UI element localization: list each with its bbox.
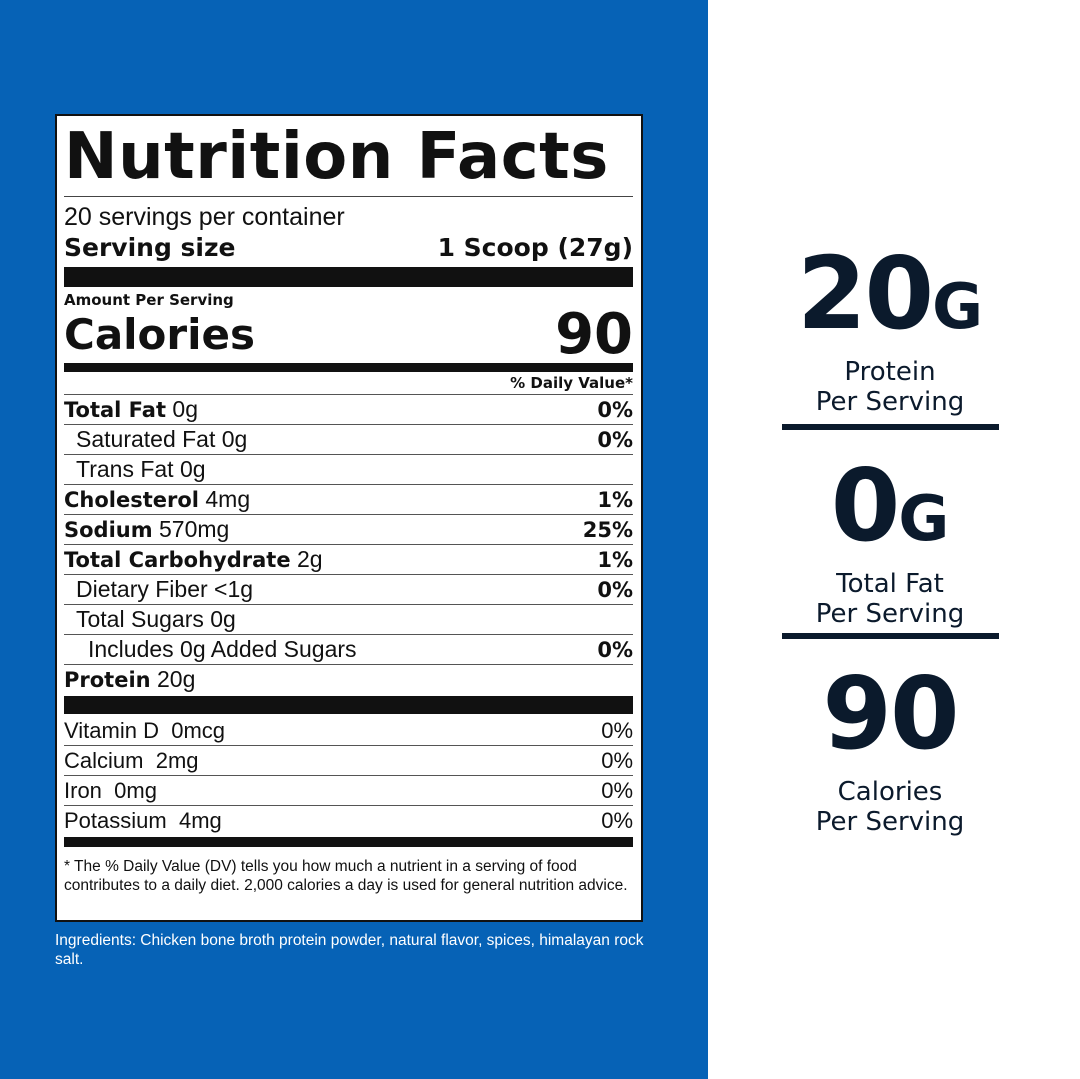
highlight-divider (782, 633, 999, 639)
nutrient-name: Total Sugars (76, 606, 204, 632)
vitamin-dv: 0% (601, 807, 633, 833)
highlight-caption-line1: Protein (844, 357, 936, 387)
nutrient-row-total-carbohydrate: Total Carbohydrate 2g 1% (64, 544, 633, 574)
nutrient-dv: 1% (597, 547, 633, 572)
nutrient-name: Saturated Fat (76, 426, 216, 452)
highlight-total-fat: 0G Total Fat Per Serving (780, 456, 1000, 630)
nutrient-name: Sodium (64, 518, 153, 542)
nutrient-row-sodium: Sodium 570mg 25% (64, 514, 633, 544)
medium-rule (64, 837, 633, 847)
nutrient-name: Cholesterol (64, 488, 199, 512)
nutrient-dv: 0% (597, 637, 633, 662)
highlight-unit: G (898, 482, 950, 555)
nutrient-amount: 20g (157, 666, 196, 692)
nutrient-row-saturated-fat: Saturated Fat 0g 0% (64, 424, 633, 454)
thick-rule (64, 267, 633, 287)
daily-value-footnote: * The % Daily Value (DV) tells you how m… (64, 858, 628, 894)
highlight-divider (782, 424, 999, 430)
daily-value-header: % Daily Value* (510, 374, 633, 392)
nutrient-row-protein: Protein 20g (64, 664, 633, 694)
nutrient-amount: 570mg (159, 516, 230, 542)
serving-size-value: 1 Scoop (27g) (437, 233, 633, 262)
highlight-value: 90 (822, 655, 959, 772)
vitamin-row-iron: Iron 0mg 0% (64, 775, 633, 805)
amount-per-serving: Amount Per Serving (64, 291, 234, 309)
label-title: Nutrition Facts (64, 120, 609, 194)
vitamin-dv: 0% (601, 777, 633, 803)
nutrient-name: Trans Fat (76, 456, 174, 482)
nutrient-dv: 1% (597, 487, 633, 512)
nutrient-amount: 0g (210, 606, 236, 632)
nutrient-name: Dietary Fiber (76, 576, 208, 602)
vitamin-name: Calcium (64, 747, 144, 773)
medium-rule (64, 363, 633, 372)
vitamin-dv: 0% (601, 747, 633, 773)
vitamin-amount: 0mcg (171, 717, 225, 743)
serving-size-row: Serving size 1 Scoop (27g) (64, 232, 633, 264)
vitamin-name: Iron (64, 777, 102, 803)
vitamin-amount: 2mg (155, 747, 199, 773)
highlight-caption-line1: Calories (837, 777, 943, 807)
highlight-caption-line1: Total Fat (836, 569, 944, 599)
vitamin-row-calcium: Calcium 2mg 0% (64, 745, 633, 775)
nutrient-dv: 0% (597, 397, 633, 422)
highlight-caption-line2: Per Serving (815, 599, 965, 629)
ingredients-text: Ingredients: Chicken bone broth protein … (55, 932, 644, 968)
highlight-value: 0 (830, 447, 901, 564)
nutrient-name: Total Fat (64, 398, 167, 422)
nutrient-row-total-sugars: Total Sugars 0g (64, 604, 633, 634)
serving-size-label: Serving size (64, 233, 236, 262)
divider (64, 196, 633, 197)
nutrient-dv: 25% (582, 517, 633, 542)
nutrient-dv: 0% (597, 577, 633, 602)
calories-value: 90 (555, 302, 633, 367)
highlight-protein: 20G Protein Per Serving (780, 244, 1000, 418)
highlight-value: 20 (796, 235, 934, 352)
vitamin-amount: 0mg (114, 777, 157, 803)
vitamin-dv: 0% (601, 717, 633, 743)
servings-per-container: 20 servings per container (64, 203, 345, 231)
calories-row: Calories 90 (64, 302, 633, 367)
nutrient-amount: 0g (179, 456, 206, 482)
nutrient-name: Includes 0g Added Sugars (88, 636, 357, 662)
calories-label: Calories (64, 310, 256, 359)
vitamin-amount: 4mg (178, 807, 222, 833)
vitamin-row-vitamin-d: Vitamin D 0mcg 0% (64, 716, 633, 745)
nutrient-amount: 4mg (205, 486, 251, 512)
vitamin-list: Vitamin D 0mcg 0% Calcium 2mg 0% Iron 0m… (64, 716, 633, 835)
highlight-unit: G (932, 270, 984, 343)
vitamin-row-potassium: Potassium 4mg 0% (64, 805, 633, 835)
nutrient-row-total-fat: Total Fat 0g 0% (64, 394, 633, 424)
nutrient-row-trans-fat: Trans Fat 0g (64, 454, 633, 484)
nutrient-row-dietary-fiber: Dietary Fiber <1g 0% (64, 574, 633, 604)
vitamin-name: Vitamin D (64, 717, 159, 743)
nutrient-amount: 0g (172, 396, 198, 422)
nutrient-name: Total Carbohydrate (64, 548, 291, 572)
thick-rule (64, 696, 633, 714)
vitamin-name: Potassium (64, 807, 167, 833)
highlight-calories: 90 Calories Per Serving (780, 664, 1000, 838)
nutrition-facts-label: Nutrition Facts 20 servings per containe… (55, 114, 643, 922)
nutrient-amount: 2g (296, 546, 323, 572)
nutrient-name: Protein (64, 668, 151, 692)
highlight-caption-line2: Per Serving (815, 387, 965, 417)
nutrient-list: Total Fat 0g 0% Saturated Fat 0g 0% Tran… (64, 394, 633, 694)
nutrient-row-added-sugars: Includes 0g Added Sugars 0% (64, 634, 633, 664)
nutrient-dv: 0% (597, 427, 633, 452)
nutrient-amount: <1g (214, 576, 254, 602)
nutrient-amount: 0g (221, 426, 248, 452)
nutrient-row-cholesterol: Cholesterol 4mg 1% (64, 484, 633, 514)
highlight-caption-line2: Per Serving (815, 807, 965, 837)
